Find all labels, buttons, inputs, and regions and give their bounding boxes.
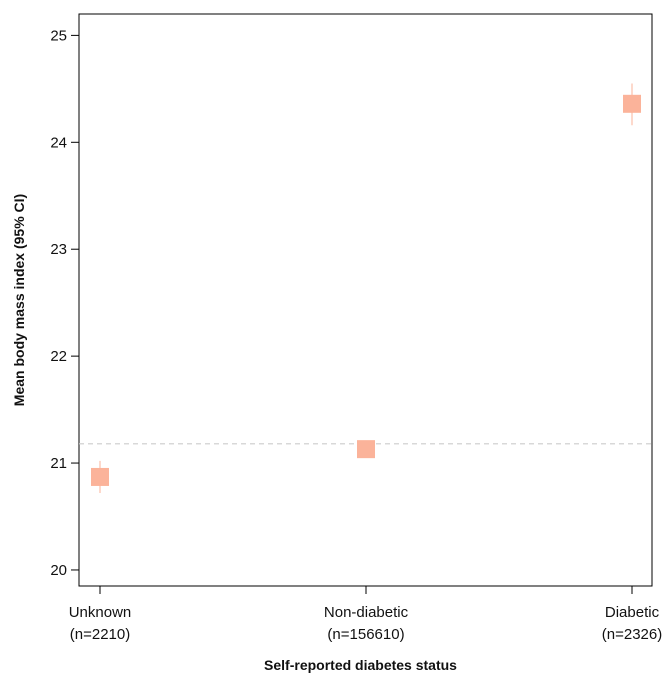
y-tick-label: 24 xyxy=(50,134,67,151)
y-tick-label: 23 xyxy=(50,241,67,258)
x-tick-label: Diabetic xyxy=(605,604,660,621)
y-tick-label: 20 xyxy=(50,562,67,579)
x-axis-title: Self-reported diabetes status xyxy=(264,657,457,673)
x-tick-count: (n=2326) xyxy=(602,626,662,643)
data-point-marker xyxy=(623,94,641,113)
y-axis-title: Mean body mass index (95% CI) xyxy=(11,194,27,406)
data-point-marker xyxy=(91,467,109,486)
plot-frame xyxy=(78,13,653,587)
x-tick-label: Unknown xyxy=(69,604,132,621)
y-tick-label: 25 xyxy=(50,27,67,44)
x-tick-label: Non-diabetic xyxy=(324,604,409,621)
data-point-marker xyxy=(357,440,375,459)
y-tick-label: 21 xyxy=(50,455,67,472)
y-tick-label: 22 xyxy=(50,348,67,365)
x-tick-count: (n=2210) xyxy=(70,626,130,643)
x-tick-count: (n=156610) xyxy=(327,626,404,643)
